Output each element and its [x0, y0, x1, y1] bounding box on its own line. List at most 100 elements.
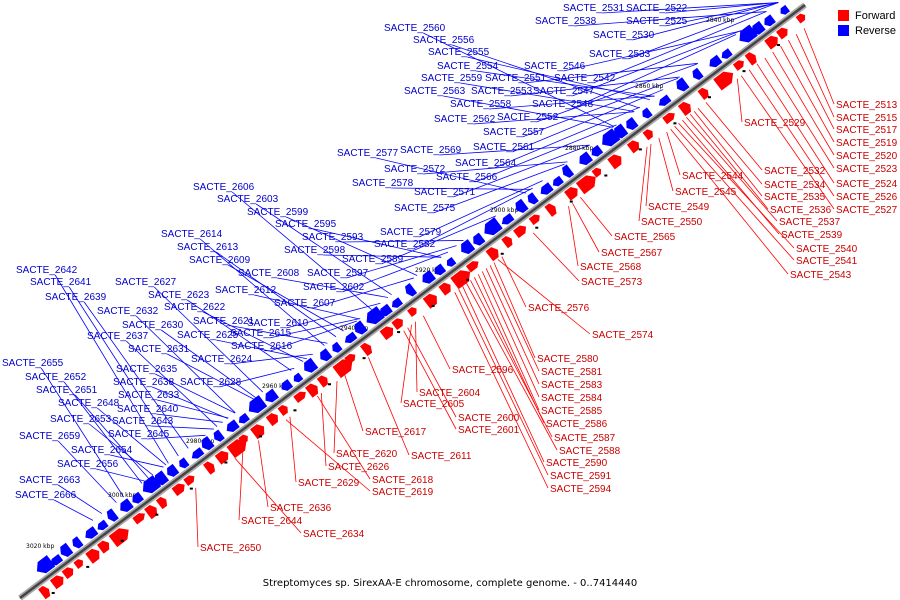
reverse-leader-line — [57, 484, 103, 514]
reverse-gene-label: SACTE_2641 — [30, 277, 92, 288]
reverse-gene-label: SACTE_2578 — [352, 178, 414, 189]
reverse-leader-line — [57, 440, 117, 503]
reverse-leader-line — [54, 274, 169, 464]
reverse-leader-line — [376, 157, 527, 194]
reverse-gene-label: SACTE_2554 — [437, 61, 499, 72]
reverse-gene-label: SACTE_2621 — [193, 316, 255, 327]
forward-gene-arrow — [61, 567, 74, 580]
forward-leader-line — [258, 440, 269, 508]
reverse-leader-line — [286, 302, 381, 329]
forward-gene-arrow — [96, 540, 110, 554]
minor-feature — [155, 513, 159, 516]
reverse-gene-label: SACTE_2563 — [404, 86, 466, 97]
forward-leader-line — [697, 108, 763, 185]
reverse-gene-label: SACTE_2561 — [473, 142, 535, 153]
reverse-gene-arrow — [281, 379, 294, 391]
axis-tick-label: 2980 kbp — [186, 438, 214, 445]
axis-tick-label: 2940 kbp — [340, 325, 368, 332]
forward-gene-arrow — [450, 270, 471, 290]
reverse-gene-label: SACTE_2595 — [275, 219, 337, 230]
reverse-leader-line — [341, 240, 464, 243]
reverse-gene-arrow — [579, 151, 593, 166]
minor-feature — [51, 591, 55, 594]
reverse-leader-line — [152, 386, 228, 419]
reverse-leader-line — [467, 56, 651, 100]
reverse-gene-label: SACTE_2547 — [533, 86, 595, 97]
reverse-gene-label: SACTE_2560 — [384, 23, 446, 34]
reverse-gene-label: SACTE_2609 — [189, 255, 251, 266]
reverse-gene-label: SACTE_2564 — [455, 158, 517, 169]
reverse-gene-label: SACTE_2542 — [554, 73, 616, 84]
reverse-leader-line — [665, 2, 779, 14]
forward-gene-label: SACTE_2544 — [682, 171, 744, 182]
forward-leader-line — [400, 324, 412, 404]
reverse-gene-label: SACTE_2575 — [394, 203, 456, 214]
forward-gene-arrow — [316, 375, 329, 388]
forward-gene-label: SACTE_2527 — [836, 205, 898, 216]
forward-gene-arrow — [407, 307, 417, 318]
forward-leader-line — [748, 69, 835, 197]
gene-features — [36, 4, 806, 600]
forward-leader-line — [481, 271, 540, 398]
forward-leader-line — [501, 256, 527, 308]
reverse-gene-label: SACTE_2656 — [57, 459, 119, 470]
reverse-gene-label: SACTE_2597 — [307, 268, 369, 279]
forward-gene-label: SACTE_2574 — [592, 330, 654, 341]
axis-tick-label: 2880 kbp — [565, 145, 593, 152]
reverse-gene-label: SACTE_2598 — [284, 245, 346, 256]
forward-gene-label: SACTE_2604 — [419, 388, 481, 399]
reverse-gene-arrow — [379, 303, 393, 317]
forward-leader-line — [682, 119, 780, 235]
forward-gene-arrow — [132, 513, 145, 525]
forward-leader-line — [485, 268, 540, 385]
forward-gene-label: SACTE_2536 — [770, 205, 832, 216]
reverse-gene-label: SACTE_2653 — [50, 414, 112, 425]
forward-gene-arrow — [359, 342, 373, 357]
forward-leader-line — [803, 28, 835, 105]
reverse-leader-line — [230, 353, 313, 365]
forward-leader-line — [403, 330, 457, 430]
reverse-gene-arrow — [602, 128, 621, 147]
axis-tick-label: 2900 kbp — [490, 207, 518, 214]
reverse-gene-label: SACTE_2638 — [113, 377, 175, 388]
reverse-gene-label: SACTE_2631 — [128, 344, 190, 355]
reverse-gene-label: SACTE_2579 — [380, 227, 442, 238]
reverse-leader-line — [219, 367, 295, 388]
forward-gene-arrow — [528, 214, 540, 226]
reverse-leader-line — [381, 215, 497, 265]
reverse-leader-line — [632, 2, 779, 41]
forward-gene-arrow — [697, 87, 709, 100]
forward-gene-label: SACTE_2519 — [836, 138, 898, 149]
reverse-gene-label: SACTE_2538 — [535, 16, 597, 27]
minor-feature — [500, 252, 504, 255]
reverse-leader-line — [313, 277, 414, 309]
reverse-gene-arrow — [332, 341, 343, 353]
minor-feature — [362, 357, 366, 360]
reverse-gene-arrow — [142, 475, 162, 494]
reverse-leader-line — [68, 286, 179, 457]
reverse-gene-label: SACTE_2546 — [524, 61, 586, 72]
forward-gene-arrow — [795, 13, 806, 24]
reverse-gene-arrow — [434, 263, 447, 276]
forward-leader-line — [344, 375, 364, 432]
reverse-gene-arrow — [721, 48, 733, 59]
reverse-leader-line — [512, 89, 664, 153]
forward-gene-arrow — [49, 575, 64, 590]
legend-reverse-label: Reverse — [855, 24, 896, 37]
forward-gene-arrow — [344, 353, 356, 365]
forward-leader-line — [477, 274, 540, 411]
forward-gene-label: SACTE_2541 — [796, 256, 858, 267]
forward-gene-label: SACTE_2567 — [601, 248, 663, 259]
reverse-leader-line — [135, 315, 236, 414]
forward-gene-label: SACTE_2523 — [836, 164, 898, 175]
forward-gene-label: SACTE_2594 — [550, 484, 612, 495]
forward-leader-line — [285, 419, 371, 492]
forward-gene-label: SACTE_2600 — [458, 413, 520, 424]
forward-gene-label: SACTE_2550 — [641, 217, 703, 228]
reverse-leader-line — [602, 2, 779, 14]
minor-feature — [120, 539, 124, 542]
reverse-gene-label: SACTE_2623 — [148, 290, 210, 301]
forward-leader-line — [454, 291, 549, 489]
forward-gene-arrow — [607, 154, 622, 170]
forward-gene-label: SACTE_2584 — [541, 393, 603, 404]
